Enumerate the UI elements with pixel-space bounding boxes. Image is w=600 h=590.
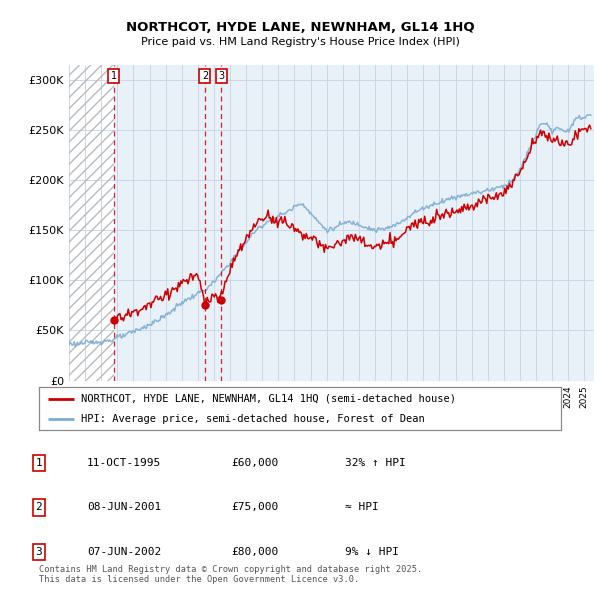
Text: 2: 2 bbox=[35, 503, 43, 512]
Text: 9% ↓ HPI: 9% ↓ HPI bbox=[345, 547, 399, 556]
Text: ≈ HPI: ≈ HPI bbox=[345, 503, 379, 512]
Text: Price paid vs. HM Land Registry's House Price Index (HPI): Price paid vs. HM Land Registry's House … bbox=[140, 37, 460, 47]
Text: 1: 1 bbox=[111, 71, 117, 81]
Text: 1: 1 bbox=[35, 458, 43, 468]
Text: 2: 2 bbox=[202, 71, 208, 81]
Text: 3: 3 bbox=[35, 547, 43, 556]
Text: £80,000: £80,000 bbox=[231, 547, 278, 556]
Bar bbox=[69, 65, 114, 381]
Text: £75,000: £75,000 bbox=[231, 503, 278, 512]
Text: NORTHCOT, HYDE LANE, NEWNHAM, GL14 1HQ (semi-detached house): NORTHCOT, HYDE LANE, NEWNHAM, GL14 1HQ (… bbox=[81, 394, 456, 404]
Text: 32% ↑ HPI: 32% ↑ HPI bbox=[345, 458, 406, 468]
Text: 11-OCT-1995: 11-OCT-1995 bbox=[87, 458, 161, 468]
Text: NORTHCOT, HYDE LANE, NEWNHAM, GL14 1HQ: NORTHCOT, HYDE LANE, NEWNHAM, GL14 1HQ bbox=[125, 21, 475, 34]
Text: 3: 3 bbox=[218, 71, 224, 81]
Bar bbox=[69, 65, 114, 381]
Text: Contains HM Land Registry data © Crown copyright and database right 2025.
This d: Contains HM Land Registry data © Crown c… bbox=[39, 565, 422, 584]
Text: £60,000: £60,000 bbox=[231, 458, 278, 468]
Text: HPI: Average price, semi-detached house, Forest of Dean: HPI: Average price, semi-detached house,… bbox=[81, 414, 425, 424]
Text: 07-JUN-2002: 07-JUN-2002 bbox=[87, 547, 161, 556]
Text: 08-JUN-2001: 08-JUN-2001 bbox=[87, 503, 161, 512]
